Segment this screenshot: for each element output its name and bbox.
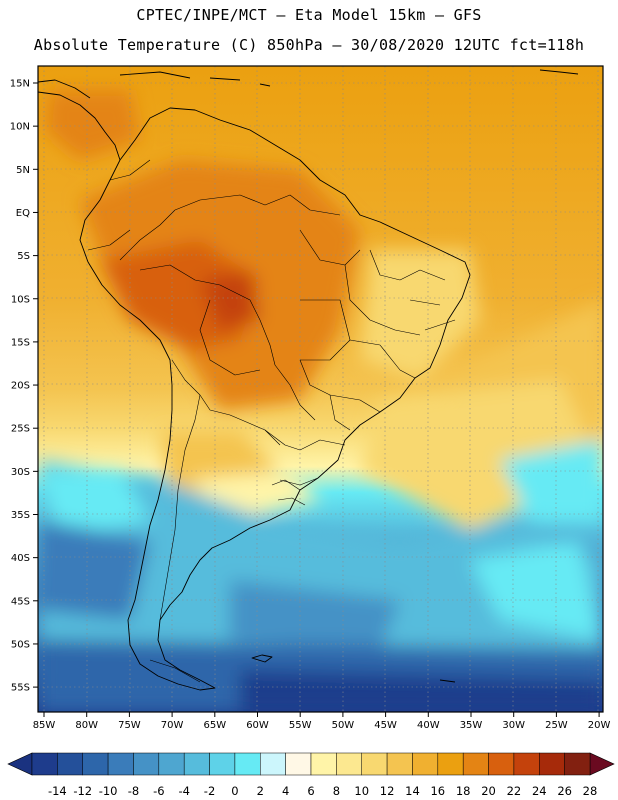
colorbar-swatch (260, 752, 286, 776)
colorbar-swatch (31, 752, 58, 776)
colorbar-label: 26 (557, 784, 572, 798)
colorbar-label: 16 (430, 784, 445, 798)
colorbar-label: 22 (507, 784, 522, 798)
colorbar-label: 18 (456, 784, 471, 798)
lon-label: 75W (118, 720, 141, 731)
lon-label: 40W (417, 720, 440, 731)
lat-label: 45S (11, 596, 30, 607)
lat-label: 35S (11, 510, 30, 521)
lat-label: 15S (11, 337, 30, 348)
lat-label: 15N (10, 79, 30, 90)
colorbar-label: -10 (99, 784, 118, 798)
colorbar-label: -14 (48, 784, 67, 798)
colorbar-swatch (462, 752, 489, 776)
lon-label: 25W (545, 720, 568, 731)
colorbar-swatch (82, 752, 109, 776)
lat-label: 25S (11, 424, 30, 435)
country-borders (87, 159, 456, 683)
colorbar-label: -2 (204, 784, 215, 798)
colorbar-over-arrow (589, 752, 615, 776)
map-title: CPTEC/INPE/MCT – Eta Model 15km – GFS (136, 6, 482, 24)
colorbar-swatch (412, 752, 439, 776)
lat-label: 10S (11, 294, 30, 305)
map-border (37, 65, 604, 713)
colorbar-swatch (133, 752, 160, 776)
colorbar-under-arrow (7, 752, 33, 776)
colorbar-swatch (107, 752, 134, 776)
colorbar-swatch (361, 752, 388, 776)
colorbar-swatch (310, 752, 337, 776)
colorbar-label: -6 (153, 784, 164, 798)
colorbar-label: 6 (307, 784, 314, 798)
longitude-labels: 85W 80W 75W 70W 65W 60W 55W 50W 45W 40W 35W 30W 25W 2… (33, 712, 611, 731)
colorbar-swatch (209, 752, 236, 776)
colorbar-swatch (336, 752, 362, 776)
coastlines (38, 69, 579, 691)
latitude-labels: 15N 10N 5N EQ 5S 10S 15S 20S 25S 30S 35S 40S 45S 50S 5… (10, 79, 38, 694)
lat-label: 30S (11, 467, 30, 478)
lon-label: 70W (161, 720, 184, 731)
colorbar-swatch (285, 752, 312, 776)
colorbar-swatch (564, 752, 591, 776)
colorbar-label: -8 (128, 784, 139, 798)
colorbar-label: 28 (583, 784, 598, 798)
colorbar-label: 24 (532, 784, 547, 798)
lon-label: 20W (588, 720, 611, 731)
colorbar-label: -4 (178, 784, 189, 798)
colorbar-swatch (57, 752, 83, 776)
lat-label: EQ (16, 208, 30, 219)
lon-label: 50W (332, 720, 355, 731)
map-subtitle: Absolute Temperature (C) 850hPa – 30/08/… (33, 36, 585, 54)
lat-label: 5S (17, 251, 30, 262)
colorbar-swatch (513, 752, 540, 776)
colorbar-swatch (183, 752, 210, 776)
colorbar-swatch (539, 752, 565, 776)
map-frame (38, 66, 603, 712)
lat-label: 50S (11, 639, 30, 650)
colorbar-label: 12 (380, 784, 395, 798)
lat-label: 55S (11, 683, 30, 694)
lat-label: 5N (16, 165, 30, 176)
lat-label: 20S (11, 381, 30, 392)
colorbar-label: 4 (282, 784, 289, 798)
lon-label: 35W (460, 720, 483, 731)
lon-label: 55W (289, 720, 312, 731)
colorbar-swatch (158, 752, 185, 776)
lon-label: 30W (502, 720, 525, 731)
colorbar-label: 20 (481, 784, 496, 798)
lon-label: 65W (203, 720, 226, 731)
color-scale-bar: -14 -12 -10 -8 -6 -4 -2 0 2 4 6 8 10 12 14 16 18 20 22 24 26… (7, 752, 615, 798)
colorbar-swatch (437, 752, 464, 776)
lon-label: 60W (246, 720, 269, 731)
colorbar-label: 10 (354, 784, 369, 798)
lon-label: 85W (33, 720, 56, 731)
colorbar-label: 2 (257, 784, 264, 798)
colorbar-swatch (386, 752, 413, 776)
temperature-field (38, 90, 603, 712)
colorbar-label: 0 (231, 784, 238, 798)
colorbar-swatch (488, 752, 515, 776)
lon-label: 80W (75, 720, 98, 731)
lon-label: 45W (374, 720, 397, 731)
lat-label: 40S (11, 553, 30, 564)
colorbar-label: 14 (405, 784, 420, 798)
colorbar-label: 8 (333, 784, 340, 798)
colorbar-label: -12 (73, 784, 92, 798)
colorbar-swatch (234, 752, 261, 776)
lat-label: 10N (10, 122, 30, 133)
